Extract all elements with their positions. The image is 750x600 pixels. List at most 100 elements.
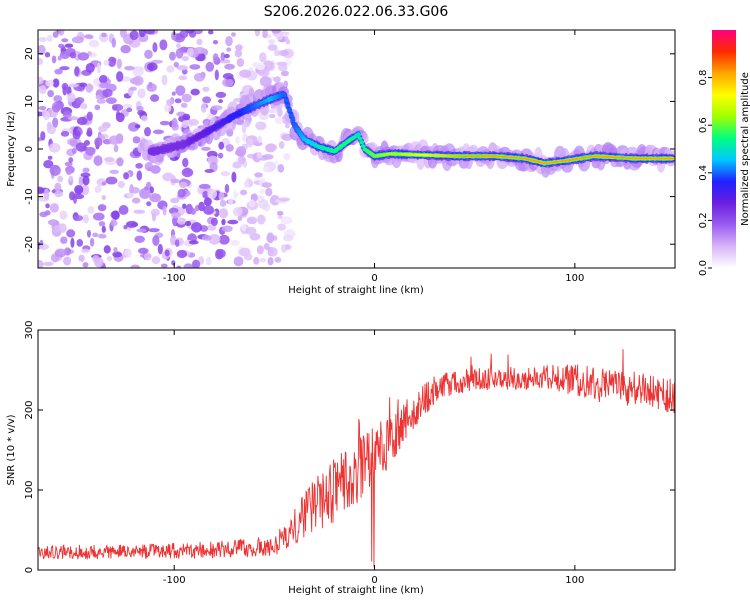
noise-blob xyxy=(126,107,133,113)
noise-blob xyxy=(239,189,248,196)
noise-blob xyxy=(94,257,104,268)
noise-blob xyxy=(171,91,176,96)
noise-blob xyxy=(212,53,219,63)
noise-blob xyxy=(148,228,160,233)
noise-blob xyxy=(41,108,46,118)
noise-blob xyxy=(189,64,201,70)
noise-blob xyxy=(263,242,270,250)
y-tick-label: -10 xyxy=(24,188,35,204)
noise-blob xyxy=(54,182,62,192)
noise-blob xyxy=(222,73,234,80)
x-tick-label: 100 xyxy=(565,273,584,284)
noise-blob xyxy=(97,204,107,212)
noise-blob xyxy=(44,210,51,216)
noise-blob xyxy=(217,152,224,159)
noise-blob xyxy=(69,51,77,59)
noise-blob xyxy=(232,161,242,169)
noise-blob xyxy=(129,30,139,41)
noise-blob xyxy=(82,167,90,173)
noise-blob xyxy=(196,38,203,46)
noise-blob xyxy=(49,164,61,176)
noise-blob xyxy=(218,208,229,219)
noise-blob xyxy=(110,220,118,227)
noise-blob xyxy=(126,192,135,199)
noise-blob xyxy=(57,55,62,61)
noise-blob xyxy=(259,76,272,87)
noise-blob xyxy=(259,257,267,263)
noise-blob xyxy=(57,223,67,233)
colorbar-tick-label: 0.6 xyxy=(698,117,709,133)
noise-blob xyxy=(230,239,240,247)
noise-blob xyxy=(87,205,95,214)
noise-blob xyxy=(49,203,59,213)
noise-blob xyxy=(262,30,268,38)
noise-blob xyxy=(164,249,170,257)
noise-blob xyxy=(146,62,158,71)
noise-blob xyxy=(51,101,61,113)
noise-blob xyxy=(245,137,254,148)
noise-blob xyxy=(43,188,50,200)
noise-blob xyxy=(38,243,49,250)
noise-blob xyxy=(67,92,76,103)
noise-blob xyxy=(96,62,101,74)
noise-blob xyxy=(38,57,44,66)
noise-blob xyxy=(188,240,199,245)
noise-blob xyxy=(190,88,200,96)
noise-blob xyxy=(138,30,146,38)
noise-blob xyxy=(269,195,280,206)
bottom-panel: -100 0 100 0 100 200 300 Height of straight li… xyxy=(6,320,676,596)
trace-band-2 xyxy=(290,117,296,123)
noise-blob xyxy=(101,225,106,233)
colorbar-tick-label: 0.0 xyxy=(698,260,709,276)
noise-blob xyxy=(38,105,47,111)
noise-blob xyxy=(159,120,171,126)
noise-blob xyxy=(277,164,285,173)
noise-blob xyxy=(257,214,266,225)
noise-blob xyxy=(97,233,107,239)
noise-blob xyxy=(228,198,234,206)
colorbar-bar xyxy=(712,30,736,268)
noise-blob xyxy=(59,50,71,60)
noise-blob xyxy=(47,155,53,160)
noise-blob xyxy=(47,219,59,226)
noise-blob xyxy=(52,31,59,38)
noise-blob xyxy=(116,58,122,69)
noise-blob xyxy=(61,38,69,43)
noise-blob xyxy=(40,131,46,141)
noise-blob xyxy=(47,89,54,98)
noise-blob xyxy=(86,111,93,121)
y-tick-label: 0 xyxy=(24,146,35,152)
noise-blob xyxy=(135,163,143,169)
bottom-axis-ticks: -100 0 100 0 100 200 300 xyxy=(24,320,675,586)
noise-blob xyxy=(144,252,152,261)
noise-blob xyxy=(261,182,272,188)
noise-blob xyxy=(267,39,275,45)
noise-blob xyxy=(151,256,161,265)
noise-blob xyxy=(201,234,212,241)
noise-blob xyxy=(231,32,236,37)
noise-blob xyxy=(93,212,105,221)
noise-blob xyxy=(38,259,44,268)
noise-blob xyxy=(72,130,81,140)
noise-blob xyxy=(69,191,75,201)
noise-blob xyxy=(212,40,219,45)
noise-blob xyxy=(255,121,267,131)
noise-blob xyxy=(175,48,184,59)
noise-blob xyxy=(253,256,260,265)
noise-blob xyxy=(84,34,93,39)
noise-blob xyxy=(88,39,100,48)
colorbar-ticks: 0.0 0.2 0.4 0.6 0.8 xyxy=(698,70,712,276)
trace-band-3 xyxy=(356,132,361,137)
y-tick-label: 0 xyxy=(24,567,35,573)
noise-blob xyxy=(256,245,264,255)
noise-blob xyxy=(278,49,289,57)
noise-blob xyxy=(86,229,91,238)
noise-blob xyxy=(134,235,145,243)
noise-blob xyxy=(94,104,101,111)
noise-blob xyxy=(144,161,154,172)
noise-blob xyxy=(87,84,94,91)
noise-blob xyxy=(188,118,199,126)
noise-blob xyxy=(130,264,140,268)
noise-blob xyxy=(218,234,230,245)
